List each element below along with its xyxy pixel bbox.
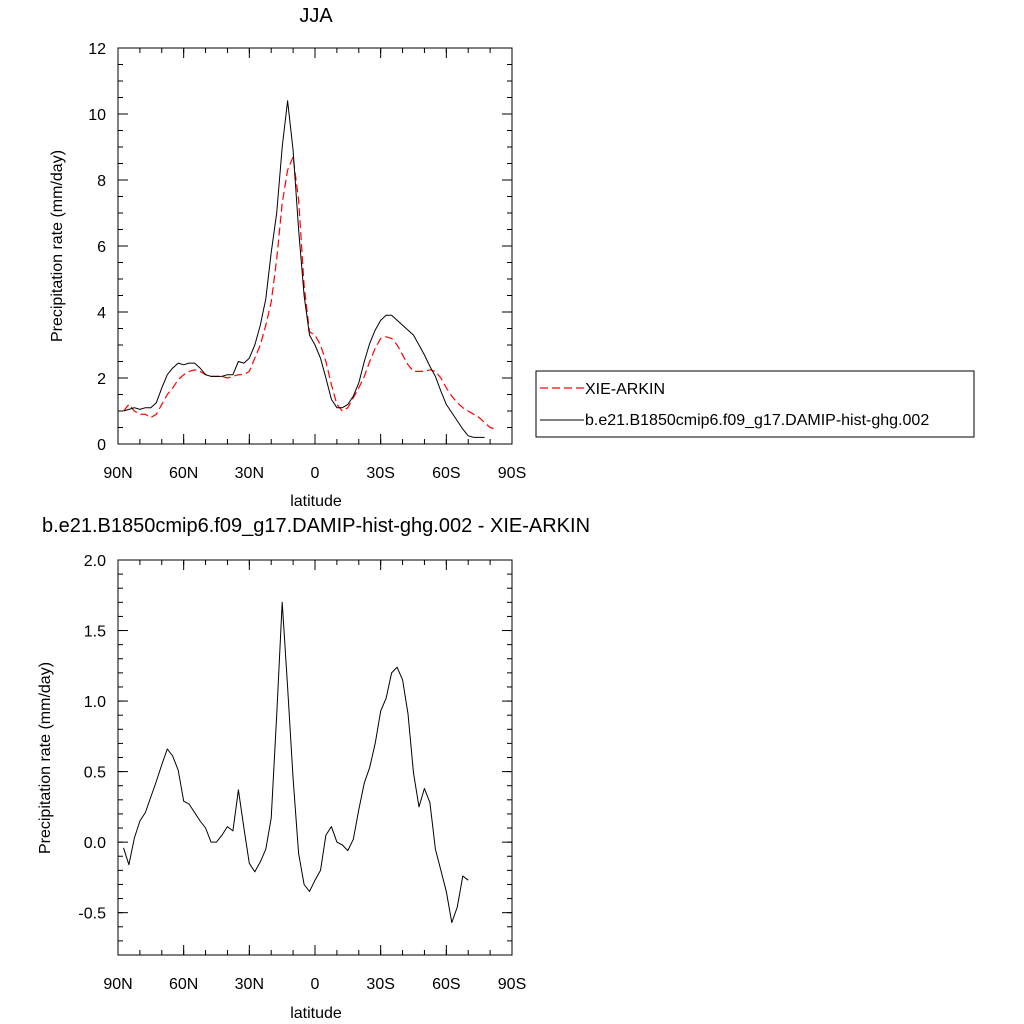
bottom-series-lines xyxy=(123,601,469,924)
bottom-x-tick-label: 90N xyxy=(103,976,132,993)
bottom-y-tick-label: 0.5 xyxy=(84,765,106,782)
bottom-y-tick-label: 1.5 xyxy=(84,624,106,641)
top-x-tick-label: 30N xyxy=(235,465,264,482)
bottom-y-axis: -0.5 0.0 0.5 1.0 1.5 2.0 xyxy=(78,553,512,956)
top-x-tick-label: 30S xyxy=(366,465,394,482)
bottom-y-tick-label: 1.0 xyxy=(84,694,106,711)
top-y-tick-label: 6 xyxy=(97,239,106,256)
top-chart-legend: XIE-ARKIN b.e21.B1850cmip6.f09_g17.DAMIP… xyxy=(535,370,975,438)
top-y-tick-label: 4 xyxy=(97,305,106,322)
top-x-tick-label: 0 xyxy=(311,465,320,482)
legend-label-model: b.e21.B1850cmip6.f09_g17.DAMIP-hist-ghg.… xyxy=(585,412,929,429)
bottom-chart-title: b.e21.B1850cmip6.f09_g17.DAMIP-hist-ghg.… xyxy=(42,515,590,537)
top-series-line-1 xyxy=(123,100,485,438)
legend-label-xie-arkin: XIE-ARKIN xyxy=(585,381,665,398)
bottom-x-tick-label: 60S xyxy=(432,976,460,993)
top-x-tick-label: 90N xyxy=(103,465,132,482)
top-y-axis-label: Precipitation rate (mm/day) xyxy=(49,150,66,342)
top-x-tick-label: 60N xyxy=(169,465,198,482)
top-chart: JJA 0 2 4 6 8 10 12 90N 60N 30N 0 30S 60S 90S latitu… xyxy=(49,5,526,510)
top-series-lines xyxy=(123,100,496,438)
legend-box xyxy=(535,370,975,438)
top-y-axis: 0 2 4 6 8 10 12 xyxy=(88,41,512,454)
top-x-axis-label: latitude xyxy=(290,493,342,510)
bottom-x-tick-label: 0 xyxy=(311,976,320,993)
bottom-x-tick-label: 60N xyxy=(169,976,198,993)
bottom-y-tick-label: -0.5 xyxy=(78,906,106,923)
bottom-y-tick-label: 0.0 xyxy=(84,835,106,852)
top-y-tick-label: 0 xyxy=(97,437,106,454)
bottom-x-tick-label: 90S xyxy=(498,976,526,993)
top-y-tick-label: 2 xyxy=(97,371,106,388)
bottom-x-tick-label: 30N xyxy=(235,976,264,993)
top-x-tick-label: 90S xyxy=(498,465,526,482)
top-y-tick-label: 8 xyxy=(97,173,106,190)
bottom-x-tick-label: 30S xyxy=(366,976,394,993)
top-x-axis: 90N 60N 30N 0 30S 60S 90S xyxy=(103,48,526,482)
top-chart-title: JJA xyxy=(299,5,333,27)
bottom-x-axis: 90N 60N 30N 0 30S 60S 90S xyxy=(103,560,526,993)
bottom-plot-frame xyxy=(117,559,513,956)
bottom-y-tick-label: 2.0 xyxy=(84,553,106,570)
top-plot-frame xyxy=(117,47,513,445)
top-x-tick-label: 60S xyxy=(432,465,460,482)
bottom-x-axis-label: latitude xyxy=(290,1005,342,1022)
top-y-tick-label: 12 xyxy=(88,41,106,58)
top-y-tick-label: 10 xyxy=(88,107,106,124)
bottom-chart: b.e21.B1850cmip6.f09_g17.DAMIP-hist-ghg.… xyxy=(37,515,590,1022)
bottom-series-line-0 xyxy=(123,601,469,924)
bottom-y-axis-label: Precipitation rate (mm/day) xyxy=(37,662,54,854)
